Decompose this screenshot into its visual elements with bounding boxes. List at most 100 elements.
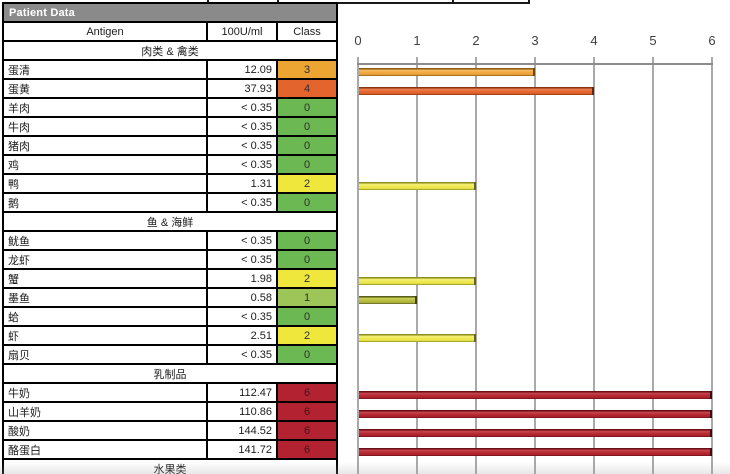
- antigen-name-cell: 蟹: [4, 270, 208, 287]
- x-axis-tick-label: 1: [413, 33, 421, 48]
- antigen-name-cell: 蛤: [4, 308, 208, 325]
- antigen-name-cell: 山羊奶: [4, 403, 208, 420]
- antigen-value-cell: < 0.35: [208, 137, 278, 154]
- antigen-row: 羊肉 < 0.35 0: [4, 99, 336, 118]
- chart-bar: [359, 277, 476, 285]
- x-axis-tick-label: 2: [472, 33, 480, 48]
- antigen-value-cell: 141.72: [208, 441, 278, 458]
- antigen-value-cell: 2.51: [208, 327, 278, 344]
- x-axis-line: [357, 63, 713, 65]
- antigen-value-cell: < 0.35: [208, 251, 278, 268]
- antigen-row: 墨鱼 0.58 1: [4, 289, 336, 308]
- gridline: [357, 57, 359, 474]
- class-badge-cell: 0: [278, 137, 336, 154]
- col-header-100uml: 100U/ml: [208, 23, 278, 40]
- antigen-row: 龙虾 < 0.35 0: [4, 251, 336, 270]
- antigen-row: 蛋黄 37.93 4: [4, 80, 336, 99]
- antigen-name-cell: 酪蛋白: [4, 441, 208, 458]
- antigen-value-cell: 144.52: [208, 422, 278, 439]
- antigen-name-cell: 鸭: [4, 175, 208, 192]
- antigen-name-cell: 蛋黄: [4, 80, 208, 97]
- chart-bar: [359, 296, 417, 304]
- gridline: [416, 57, 418, 474]
- antigen-value-cell: < 0.35: [208, 308, 278, 325]
- class-badge-cell: 2: [278, 270, 336, 287]
- antigen-row: 蛋清 12.09 3: [4, 61, 336, 80]
- chart-bar: [359, 334, 476, 342]
- antigen-name-cell: 蛋清: [4, 61, 208, 78]
- class-badge-cell: 6: [278, 384, 336, 401]
- antigen-row: 牛奶 112.47 6: [4, 384, 336, 403]
- antigen-name-cell: 虾: [4, 327, 208, 344]
- cropped-table-edge: [528, 0, 530, 2]
- antigen-name-cell: 酸奶: [4, 422, 208, 439]
- antigen-value-cell: 110.86: [208, 403, 278, 420]
- class-badge-cell: 4: [278, 80, 336, 97]
- x-axis-tick-label: 6: [708, 33, 716, 48]
- class-badge-cell: 2: [278, 175, 336, 192]
- chart-bar: [359, 410, 712, 418]
- antigen-name-cell: 牛肉: [4, 118, 208, 135]
- x-axis-tick-label: 0: [354, 33, 362, 48]
- col-header-antigen: Antigen: [4, 23, 208, 40]
- chart-bar: [359, 68, 535, 76]
- antigen-value-cell: 112.47: [208, 384, 278, 401]
- class-badge-cell: 0: [278, 156, 336, 173]
- antigen-row: 鱿鱼 < 0.35 0: [4, 232, 336, 251]
- antigen-row: 蛤 < 0.35 0: [4, 308, 336, 327]
- cropped-column-divider: [207, 0, 209, 2]
- class-badge-cell: 0: [278, 194, 336, 211]
- class-badge-cell: 0: [278, 346, 336, 363]
- patient-data-table: Patient Data Antigen 100U/ml Class 肉类 & …: [2, 2, 338, 474]
- class-badge-cell: 6: [278, 403, 336, 420]
- table-title: Patient Data: [9, 6, 75, 19]
- gridline: [593, 57, 595, 474]
- antigen-value-cell: 37.93: [208, 80, 278, 97]
- gridline: [652, 57, 654, 474]
- antigen-name-cell: 猪肉: [4, 137, 208, 154]
- cropped-column-divider: [277, 0, 279, 2]
- class-badge-cell: 0: [278, 308, 336, 325]
- antigen-row: 山羊奶 110.86 6: [4, 403, 336, 422]
- x-axis-tick-label: 4: [590, 33, 598, 48]
- antigen-value-cell: < 0.35: [208, 346, 278, 363]
- antigen-name-cell: 墨鱼: [4, 289, 208, 306]
- class-badge-cell: 6: [278, 422, 336, 439]
- antigen-row: 蟹 1.98 2: [4, 270, 336, 289]
- class-badge-cell: 0: [278, 232, 336, 249]
- antigen-value-cell: 12.09: [208, 61, 278, 78]
- antigen-name-cell: 羊肉: [4, 99, 208, 116]
- chart-bar: [359, 87, 594, 95]
- antigen-row: 扇贝 < 0.35 0: [4, 346, 336, 365]
- antigen-name-cell: 鹅: [4, 194, 208, 211]
- antigen-value-cell: 0.58: [208, 289, 278, 306]
- class-badge-cell: 3: [278, 61, 336, 78]
- antigen-name-cell: 鸡: [4, 156, 208, 173]
- class-badge-cell: 2: [278, 327, 336, 344]
- class-badge-cell: 0: [278, 118, 336, 135]
- antigen-row: 鸡 < 0.35 0: [4, 156, 336, 175]
- antigen-row: 鸭 1.31 2: [4, 175, 336, 194]
- gridline: [475, 57, 477, 474]
- gridline: [711, 57, 713, 474]
- antigen-value-cell: 1.98: [208, 270, 278, 287]
- section-header-row: 水果类: [4, 460, 336, 474]
- class-badge-cell: 6: [278, 441, 336, 458]
- col-header-class: Class: [293, 25, 321, 38]
- gridline: [534, 57, 536, 474]
- antigen-value-cell: < 0.35: [208, 232, 278, 249]
- class-badge-cell: 0: [278, 99, 336, 116]
- antigen-value-cell: < 0.35: [208, 156, 278, 173]
- chart-bar: [359, 391, 712, 399]
- antigen-row: 虾 2.51 2: [4, 327, 336, 346]
- section-header-row: 乳制品: [4, 365, 336, 384]
- antigen-value-cell: < 0.35: [208, 194, 278, 211]
- x-axis-tick-label: 3: [531, 33, 539, 48]
- antigen-value-cell: < 0.35: [208, 99, 278, 116]
- chart-bar: [359, 182, 476, 190]
- cropped-column-divider: [452, 0, 454, 2]
- antigen-name-cell: 扇贝: [4, 346, 208, 363]
- antigen-value-cell: < 0.35: [208, 118, 278, 135]
- table-column-header-row: Antigen 100U/ml Class: [4, 23, 336, 42]
